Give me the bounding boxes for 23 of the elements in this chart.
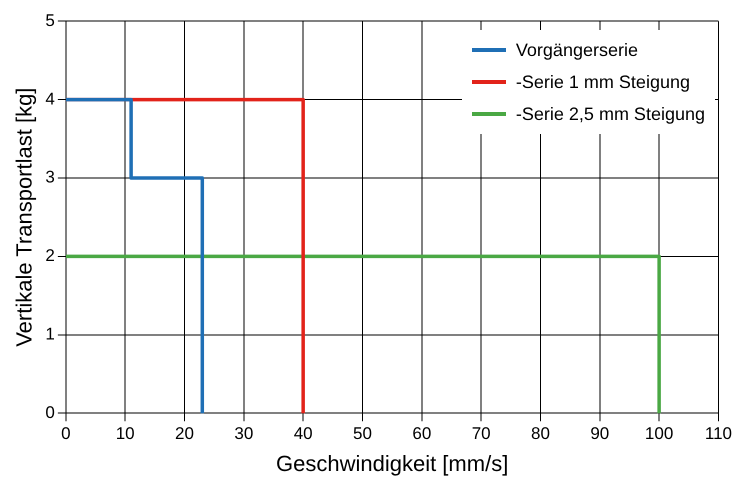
x-tick-label: 100 xyxy=(644,424,674,444)
x-tick-label: 0 xyxy=(61,424,71,444)
y-tick-label: 3 xyxy=(45,168,55,187)
x-tick-label: 50 xyxy=(353,424,372,444)
legend-label: Vorgängerserie xyxy=(516,39,638,62)
x-tick-label: 60 xyxy=(412,424,432,444)
legend-label: -Serie 1 mm Steigung xyxy=(516,71,690,94)
x-tick-label: 90 xyxy=(590,424,610,444)
y-axis-title: Vertikale Transportlast [kg] xyxy=(11,88,36,347)
x-tick-label: 70 xyxy=(472,424,491,444)
y-tick-label: 4 xyxy=(45,89,55,108)
x-tick-label: 80 xyxy=(531,424,550,444)
x-tick-label: 30 xyxy=(234,424,254,444)
x-tick-label: 20 xyxy=(175,424,194,444)
legend-label: -Serie 2,5 mm Steigung xyxy=(516,103,705,126)
y-tick-label: 0 xyxy=(45,402,55,422)
x-axis-title: Geschwindigkeit [mm/s] xyxy=(276,450,508,476)
y-tick-label: 5 xyxy=(45,10,55,30)
x-tick-label: 110 xyxy=(704,424,732,444)
y-tick-label: 1 xyxy=(45,324,55,344)
x-tick-label: 40 xyxy=(294,424,313,444)
x-tick-label: 10 xyxy=(116,424,135,444)
y-tick-label: 2 xyxy=(45,246,55,266)
